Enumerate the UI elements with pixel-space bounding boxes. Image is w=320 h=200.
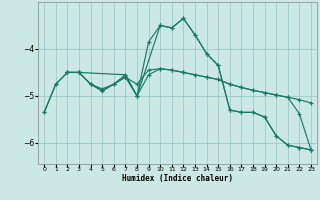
X-axis label: Humidex (Indice chaleur): Humidex (Indice chaleur) [122, 174, 233, 183]
